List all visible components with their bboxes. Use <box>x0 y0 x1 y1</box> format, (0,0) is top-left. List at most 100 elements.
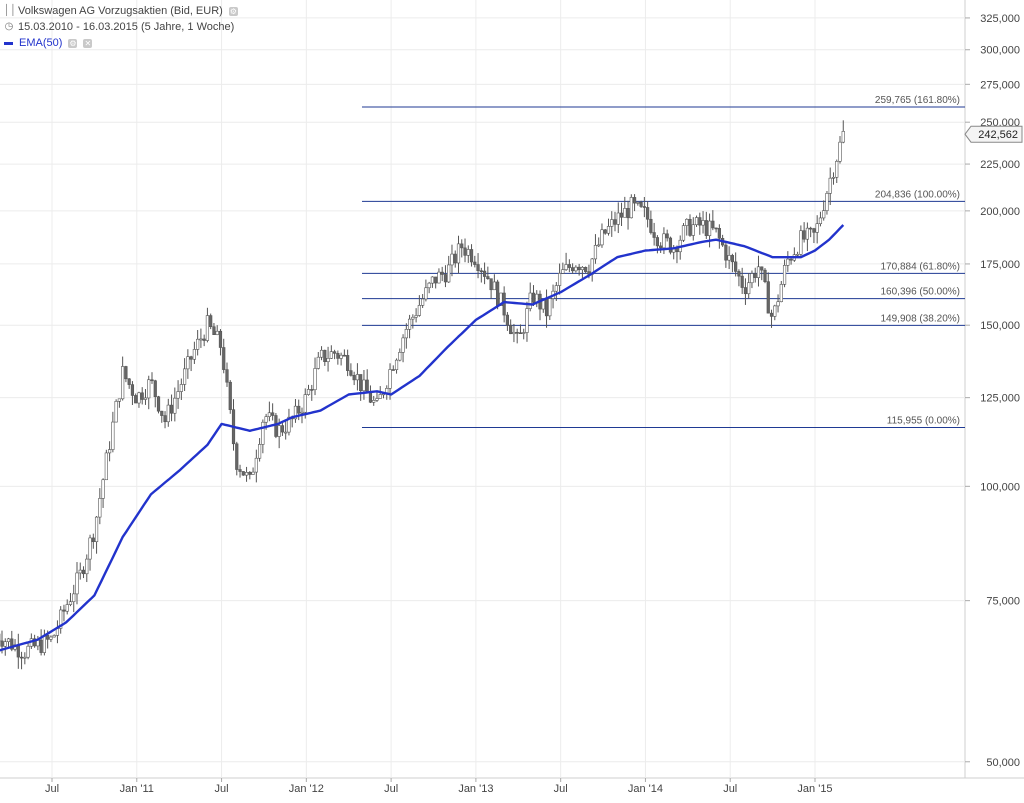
candle-body <box>203 339 206 341</box>
candle-body <box>558 273 561 285</box>
candle-body <box>275 416 278 437</box>
candle-body <box>796 254 799 255</box>
candle-body <box>594 245 597 259</box>
candle-body <box>832 177 835 178</box>
candle-body <box>428 283 431 288</box>
candle-body <box>99 498 102 517</box>
candles <box>0 120 845 669</box>
candle-body <box>213 327 216 335</box>
candle-body <box>160 411 163 415</box>
candle-body <box>728 255 731 260</box>
candle-body <box>555 286 558 292</box>
candle-body <box>692 225 695 236</box>
candle-body <box>167 405 170 422</box>
candle-body <box>604 230 607 233</box>
candle-body <box>565 264 568 269</box>
candle-body <box>20 657 23 658</box>
candle-body <box>255 458 258 472</box>
date-range: 15.03.2010 - 16.03.2015 (5 Jahre, 1 Woch… <box>18 19 234 35</box>
candle-body <box>519 333 522 334</box>
candle-body <box>646 207 649 219</box>
candle-body <box>350 371 353 376</box>
indicator-row: EMA(50) ⚙ ✕ <box>4 35 238 51</box>
candle-body <box>134 395 137 403</box>
candle-body <box>741 276 744 287</box>
candle-body <box>790 259 793 260</box>
candle-body <box>532 293 535 302</box>
candle-body <box>76 573 79 594</box>
ema-swatch <box>4 42 13 45</box>
candle-body <box>415 315 418 317</box>
candle-body <box>85 559 88 574</box>
candle-body <box>262 422 265 444</box>
candle-body <box>281 426 284 433</box>
candle-body <box>112 422 115 450</box>
candle-body <box>317 357 320 368</box>
candle-body <box>102 480 105 499</box>
candle-body <box>467 249 470 255</box>
candle-body <box>154 381 157 397</box>
candle-body <box>421 299 424 305</box>
candle-body <box>630 197 633 217</box>
candle-body <box>121 366 124 398</box>
candle-body <box>196 339 199 349</box>
candle-body <box>477 265 480 271</box>
candle-body <box>509 325 512 334</box>
candle-body <box>633 197 636 203</box>
candle-body <box>92 538 95 542</box>
candle-body <box>783 265 786 284</box>
candle-body <box>777 302 780 306</box>
y-tick-label: 275,000 <box>980 79 1020 91</box>
candle-body <box>268 413 271 417</box>
candle-body <box>835 161 838 177</box>
candle-body <box>813 229 816 233</box>
candle-body <box>125 366 128 378</box>
candle-body <box>366 380 369 393</box>
settings-icon[interactable]: ⚙ <box>229 7 238 16</box>
candle-body <box>431 277 434 283</box>
candle-body <box>757 267 760 278</box>
candle-body <box>356 374 359 379</box>
y-tick-label: 200,000 <box>980 206 1020 218</box>
y-tick-label: 325,000 <box>980 13 1020 25</box>
candle-body <box>457 244 460 263</box>
candle-body <box>229 382 232 409</box>
candle-body <box>800 231 803 255</box>
candle-body <box>108 450 111 453</box>
candle-body <box>219 331 222 347</box>
candle-body <box>819 218 822 224</box>
candle-body <box>760 267 763 270</box>
candle-body <box>715 228 718 229</box>
candle-body <box>209 316 212 327</box>
candle-body <box>460 244 463 248</box>
candle-body <box>235 444 238 470</box>
candle-body <box>578 267 581 270</box>
candle-body <box>656 238 659 246</box>
indicator-settings-icon[interactable]: ⚙ <box>68 39 77 48</box>
candle-body <box>164 416 167 422</box>
candle-body <box>193 349 196 359</box>
candle-body <box>147 380 150 398</box>
candle-body <box>764 270 767 282</box>
candle-body <box>405 329 408 338</box>
y-tick-label: 175,000 <box>980 259 1020 271</box>
candle-body <box>474 262 477 265</box>
candle-body <box>685 219 688 225</box>
candle-body <box>842 131 845 142</box>
candle-body <box>806 228 809 239</box>
candle-body <box>157 397 160 411</box>
candle-body <box>27 646 30 657</box>
fib-level-label: 115,955 (0.00%) <box>887 415 960 426</box>
instrument-name: Volkswagen AG Vorzugsaktien (Bid, EUR) <box>18 3 223 19</box>
candle-body <box>464 248 467 255</box>
candle-body <box>177 392 180 399</box>
indicator-remove-icon[interactable]: ✕ <box>83 39 92 48</box>
candle-body <box>754 274 757 278</box>
candle-body <box>744 288 747 294</box>
candle-body <box>226 370 229 383</box>
ema-line <box>0 225 843 651</box>
x-tick-label: Jan '14 <box>628 783 663 795</box>
